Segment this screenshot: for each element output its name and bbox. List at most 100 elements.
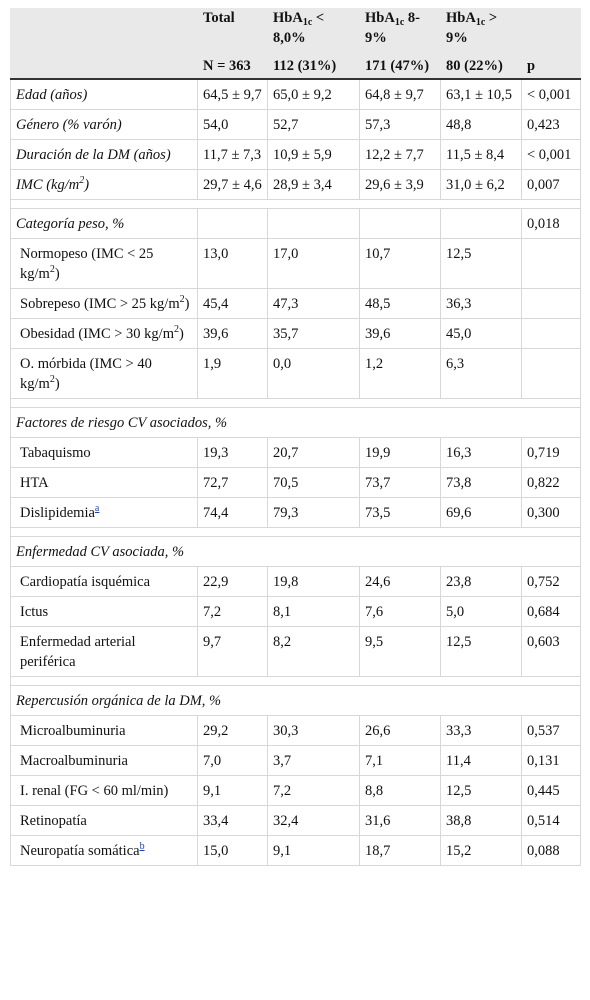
p-value: 0,131 xyxy=(521,745,581,776)
cell: 47,3 xyxy=(267,288,360,319)
table-row: O. mórbida (IMC > 40 kg/m2) 1,9 0,0 1,2 … xyxy=(10,348,581,399)
footnote-link-b[interactable]: b xyxy=(139,841,145,852)
table-row: Duración de la DM (años) 11,7 ± 7,3 10,9… xyxy=(10,139,581,170)
table-row: Neuropatía somáticab 15,0 9,1 18,7 15,2 … xyxy=(10,835,581,866)
cell: 35,7 xyxy=(267,318,360,349)
cell: 0,0 xyxy=(267,348,360,399)
table-row: Edad (años) 64,5 ± 9,7 65,0 ± 9,2 64,8 ±… xyxy=(10,78,581,110)
cell: 3,7 xyxy=(267,745,360,776)
spacer-row xyxy=(10,199,581,209)
cell: 32,4 xyxy=(267,805,360,836)
table-row: Obesidad (IMC > 30 kg/m2) 39,6 35,7 39,6… xyxy=(10,318,581,349)
header-hba-8-9: HbA1c 8-9% xyxy=(359,8,441,56)
cell: 1,9 xyxy=(197,348,268,399)
section-label: Enfermedad CV asociada, % xyxy=(10,536,581,567)
cell: 29,6 ± 3,9 xyxy=(359,169,441,200)
header-p: p xyxy=(521,56,581,80)
cell: 73,7 xyxy=(359,467,441,498)
p-value: 0,007 xyxy=(521,169,581,200)
table-row: Ictus 7,2 8,1 7,6 5,0 0,684 xyxy=(10,596,581,627)
table-row: I. renal (FG < 60 ml/min) 9,1 7,2 8,8 12… xyxy=(10,775,581,806)
cell: 7,2 xyxy=(267,775,360,806)
cell: 11,5 ± 8,4 xyxy=(440,139,522,170)
clinical-characteristics-table: Total HbA1c < 8,0% HbA1c 8-9% HbA1c > 9%… xyxy=(10,8,581,866)
cell: 19,8 xyxy=(267,566,360,597)
cell: 45,0 xyxy=(440,318,522,349)
table-row: Macroalbuminuria 7,0 3,7 7,1 11,4 0,131 xyxy=(10,745,581,776)
cell: 12,2 ± 7,7 xyxy=(359,139,441,170)
row-label: Cardiopatía isquémica xyxy=(10,566,198,597)
p-value: 0,603 xyxy=(521,626,581,677)
p-value: 0,752 xyxy=(521,566,581,597)
header-hba-gt9: HbA1c > 9% xyxy=(440,8,522,56)
row-label: O. mórbida (IMC > 40 kg/m2) xyxy=(10,348,198,399)
cell: 12,5 xyxy=(440,238,522,289)
row-label: Género (% varón) xyxy=(10,109,198,140)
table-row: Retinopatía 33,4 32,4 31,6 38,8 0,514 xyxy=(10,805,581,836)
cell: 9,7 xyxy=(197,626,268,677)
cell: 9,5 xyxy=(359,626,441,677)
p-value: 0,822 xyxy=(521,467,581,498)
table-header: Total HbA1c < 8,0% HbA1c 8-9% HbA1c > 9%… xyxy=(10,8,581,80)
spacer-row xyxy=(10,676,581,686)
cell: 18,7 xyxy=(359,835,441,866)
spacer-row xyxy=(10,398,581,408)
header-n-8-9: 171 (47%) xyxy=(359,56,441,80)
cell: 54,0 xyxy=(197,109,268,140)
cell: 24,6 xyxy=(359,566,441,597)
row-label: Retinopatía xyxy=(10,805,198,836)
table-row: Sobrepeso (IMC > 25 kg/m2) 45,4 47,3 48,… xyxy=(10,288,581,319)
header-empty xyxy=(10,8,198,56)
cell: 48,5 xyxy=(359,288,441,319)
row-label: IMC (kg/m2) xyxy=(10,169,198,200)
cell: 6,3 xyxy=(440,348,522,399)
section-row: Repercusión orgánica de la DM, % xyxy=(10,685,581,716)
cell: 52,7 xyxy=(267,109,360,140)
row-label: Dislipidemiaa xyxy=(10,497,198,528)
cell: 19,3 xyxy=(197,437,268,468)
cell: 12,5 xyxy=(440,775,522,806)
p-value: 0,719 xyxy=(521,437,581,468)
spacer-row xyxy=(10,527,581,537)
cell: 12,5 xyxy=(440,626,522,677)
row-label: Ictus xyxy=(10,596,198,627)
cell: 9,1 xyxy=(267,835,360,866)
row-label: Duración de la DM (años) xyxy=(10,139,198,170)
cell: 29,7 ± 4,6 xyxy=(197,169,268,200)
p-value: < 0,001 xyxy=(521,139,581,170)
cell: 26,6 xyxy=(359,715,441,746)
cell: 45,4 xyxy=(197,288,268,319)
cell: 79,3 xyxy=(267,497,360,528)
cell: 7,1 xyxy=(359,745,441,776)
row-label: Microalbuminuria xyxy=(10,715,198,746)
cell: 8,8 xyxy=(359,775,441,806)
cell: 28,9 ± 3,4 xyxy=(267,169,360,200)
cell: 8,1 xyxy=(267,596,360,627)
cell: 31,6 xyxy=(359,805,441,836)
table-row: Normopeso (IMC < 25 kg/m2) 13,0 17,0 10,… xyxy=(10,238,581,289)
header-total: Total xyxy=(197,8,268,56)
row-label: Sobrepeso (IMC > 25 kg/m2) xyxy=(10,288,198,319)
table-row: IMC (kg/m2) 29,7 ± 4,6 28,9 ± 3,4 29,6 ±… xyxy=(10,169,581,200)
header-n-total: N = 363 xyxy=(197,56,268,80)
table-row: Género (% varón) 54,0 52,7 57,3 48,8 0,4… xyxy=(10,109,581,140)
row-label: HTA xyxy=(10,467,198,498)
table-row: Enfermedad arterial periférica 9,7 8,2 9… xyxy=(10,626,581,677)
row-label: Tabaquismo xyxy=(10,437,198,468)
cell: 15,2 xyxy=(440,835,522,866)
table-row: Cardiopatía isquémica 22,9 19,8 24,6 23,… xyxy=(10,566,581,597)
cell: 13,0 xyxy=(197,238,268,289)
section-label: Factores de riesgo CV asociados, % xyxy=(10,407,581,438)
p-value: < 0,001 xyxy=(521,78,581,110)
header-p-empty xyxy=(521,8,581,56)
section-row: Factores de riesgo CV asociados, % xyxy=(10,407,581,438)
cell: 69,6 xyxy=(440,497,522,528)
p-value: 0,088 xyxy=(521,835,581,866)
table-row: Tabaquismo 19,3 20,7 19,9 16,3 0,719 xyxy=(10,437,581,468)
cell: 65,0 ± 9,2 xyxy=(267,78,360,110)
cell: 7,2 xyxy=(197,596,268,627)
section-label: Repercusión orgánica de la DM, % xyxy=(10,685,581,716)
table-row: Dislipidemiaa 74,4 79,3 73,5 69,6 0,300 xyxy=(10,497,581,528)
footnote-link-a[interactable]: a xyxy=(94,503,100,514)
cell: 73,5 xyxy=(359,497,441,528)
